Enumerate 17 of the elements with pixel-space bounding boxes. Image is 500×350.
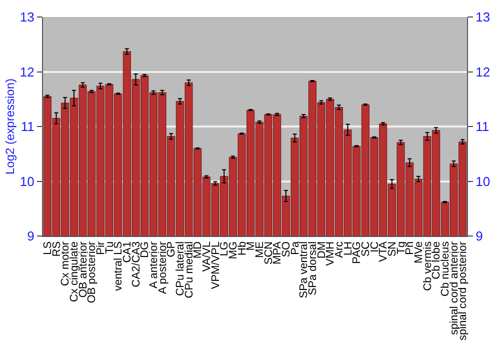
- y2-tick-label: 13: [476, 10, 490, 25]
- y2-tick-label: 9: [476, 228, 483, 244]
- x-tick-label: Arc: [333, 240, 346, 258]
- x-tick-label: SO: [280, 240, 292, 258]
- x-tick-label: Cb nucleus: [439, 240, 452, 296]
- y2-tick-label: 11: [476, 119, 490, 134]
- y2-tick-label: 10: [476, 174, 490, 189]
- y-tick-label: 12: [20, 64, 34, 80]
- x-tick-label: spinal cord posterior: [457, 241, 470, 340]
- y2-tick-label: 12: [476, 64, 490, 80]
- x-tick-label: SPa dorsal: [306, 241, 319, 296]
- y-tick-label: 13: [20, 10, 34, 25]
- y-tick-label: 9: [27, 228, 34, 244]
- y-axis-title: Log2 (expression): [3, 78, 18, 175]
- x-tick-label: MVe: [412, 241, 425, 264]
- y-tick-label: 10: [20, 174, 34, 189]
- y-tick-label: 11: [20, 119, 34, 134]
